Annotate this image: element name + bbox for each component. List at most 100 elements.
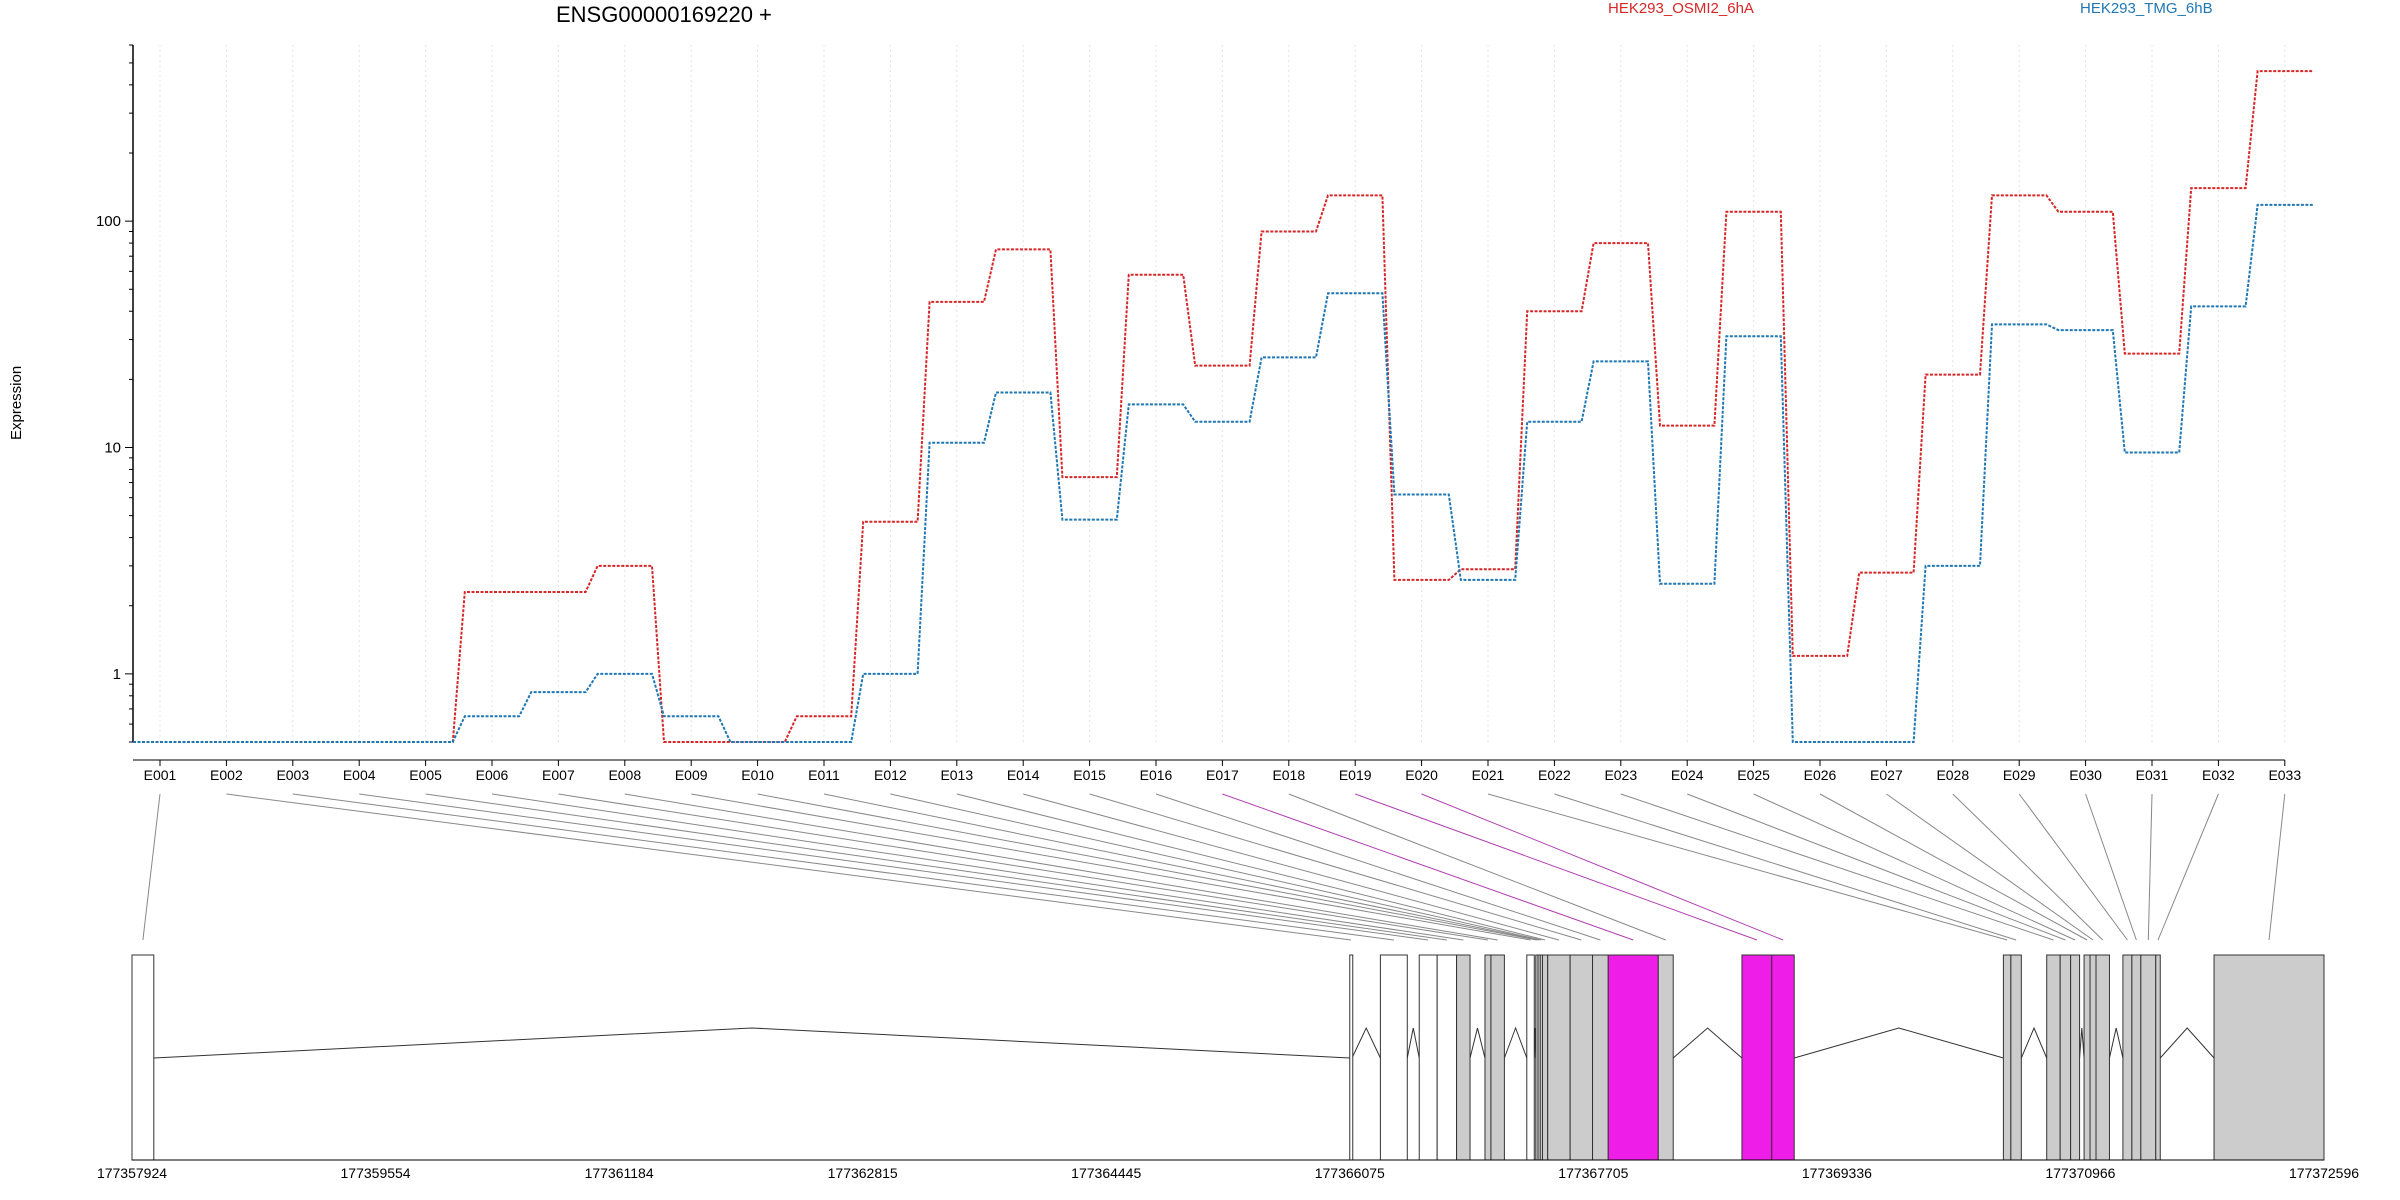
exon-e015 [1569, 954, 1594, 1161]
x-tick-labels: E001 E002 E003 E004 E005 E006 E007 E008 E009 E010… [144, 767, 2302, 783]
x-tick-label-e010: E010 [741, 767, 774, 783]
connector-e029 [2018, 793, 2128, 941]
x-tick-label-e007: E007 [542, 767, 575, 783]
connector-e006 [491, 793, 1464, 941]
x-tick-label-e031: E031 [2136, 767, 2169, 783]
connector-e022 [1554, 793, 2017, 941]
legend-entry-tmg: HEK293_TMG_6hB [2080, 0, 2213, 17]
x-tick-label-e015: E015 [1073, 767, 1106, 783]
exon-e014 [1547, 954, 1571, 1161]
exon-e029 [2122, 954, 2133, 1161]
coordinate-tick-label: 177357924 [97, 1165, 167, 1181]
legend-entry-osmi2: HEK293_OSMI2_6hA [1608, 0, 1754, 17]
x-tick-label-e008: E008 [608, 767, 641, 783]
exon-e022 [2010, 954, 2022, 1161]
connector-e026 [1819, 793, 2088, 941]
intron-line [1351, 1026, 1381, 1059]
x-tick-label-e027: E027 [1870, 767, 1903, 783]
exon-e023 [2046, 954, 2061, 1161]
series-line-2 [133, 203, 2313, 743]
intron-line [1794, 1027, 2004, 1059]
x-tick-label-e002: E002 [210, 767, 243, 783]
exon-e024 [2059, 954, 2072, 1161]
exon-e004 [1418, 954, 1438, 1161]
exon-e021 [2002, 954, 2012, 1161]
connector-e009 [691, 793, 1531, 941]
y-tick-label: 1 [113, 666, 121, 683]
x-tick-label-e023: E023 [1604, 767, 1637, 783]
coordinate-axis: 177357924 177359554 177361184 177362815 1773… [97, 1159, 2359, 1181]
x-tick-label-e026: E026 [1804, 767, 1837, 783]
coordinate-tick-label: 177361184 [585, 1165, 654, 1181]
x-tick-label-e021: E021 [1472, 767, 1505, 783]
exon-e033 [2213, 954, 2325, 1161]
x-tick-label-e029: E029 [2003, 767, 2036, 783]
coordinate-tick-label: 177364445 [1071, 1165, 1141, 1181]
connector-e007 [558, 793, 1489, 941]
connector-e005 [425, 793, 1447, 941]
grid-lines [159, 45, 2286, 742]
exon-e005 [1436, 954, 1458, 1161]
connector-e013 [956, 793, 1546, 941]
connector-e003 [292, 793, 1394, 941]
exon-e002 [1349, 954, 1354, 1161]
exon-e016 [1592, 954, 1609, 1161]
connector-e016 [1155, 793, 1601, 941]
x-tick-label-e019: E019 [1339, 767, 1372, 783]
x-tick-label-e004: E004 [343, 767, 376, 783]
exon-e001 [131, 954, 155, 1161]
connector-e014 [1023, 793, 1560, 941]
connector-e010 [757, 793, 1537, 941]
x-tick-label-e025: E025 [1737, 767, 1770, 783]
connector-e018 [1288, 793, 1666, 941]
connector-e004 [359, 793, 1429, 941]
x-tick-label-e022: E022 [1538, 767, 1571, 783]
intron-line [2020, 1026, 2048, 1059]
exon-e019 [1741, 954, 1773, 1161]
exon-e032 [2155, 954, 2161, 1161]
x-tick-label-e017: E017 [1206, 767, 1239, 783]
x-tick-label-e001: E001 [144, 767, 177, 783]
x-tick-label-e016: E016 [1140, 767, 1173, 783]
coordinate-tick-label: 177366075 [1315, 1165, 1385, 1181]
connector-e015 [1089, 793, 1582, 941]
connector-e025 [1753, 793, 2076, 941]
x-tick-label-e020: E020 [1405, 767, 1438, 783]
coordinate-tick-label: 177370966 [2045, 1165, 2115, 1181]
x-tick-label-e012: E012 [874, 767, 907, 783]
y-tick-label: 10 [104, 440, 121, 457]
exon-e013 [1541, 954, 1549, 1161]
connector-e031 [2147, 793, 2153, 941]
intron-line [2079, 1027, 2085, 1059]
x-tick-label-e033: E033 [2268, 767, 2301, 783]
exon-e028 [2095, 954, 2110, 1161]
exon-e030 [2131, 954, 2142, 1161]
connector-e017 [1222, 793, 1634, 941]
x-tick-label-e018: E018 [1272, 767, 1305, 783]
connector-e024 [1687, 793, 2066, 941]
exon-e003 [1379, 954, 1408, 1161]
connector-e008 [624, 793, 1498, 941]
series-line-1 [133, 70, 2313, 743]
connector-e011 [823, 793, 1540, 941]
connector-e030 [2085, 793, 2137, 941]
exon-e007 [1484, 954, 1492, 1161]
connector-e012 [890, 793, 1542, 941]
x-tick-label-e005: E005 [409, 767, 442, 783]
coordinate-tick-label: 177362815 [828, 1165, 898, 1181]
coordinate-tick-label: 177359554 [341, 1165, 411, 1181]
intron-line [1406, 1027, 1420, 1059]
exon-e006 [1456, 954, 1471, 1161]
axes: 1 10 100 [96, 44, 2286, 766]
x-tick-label-e014: E014 [1007, 767, 1040, 783]
x-tick-label-e032: E032 [2202, 767, 2235, 783]
intron-line [2108, 1027, 2124, 1059]
intron-line [2159, 1027, 2215, 1059]
exon-e020 [1771, 954, 1795, 1161]
x-tick-label-e003: E003 [276, 767, 309, 783]
intron-line [1503, 1026, 1528, 1059]
series-lines [133, 70, 2313, 743]
x-tick-label-e030: E030 [2069, 767, 2102, 783]
x-tick-label-e006: E006 [476, 767, 509, 783]
